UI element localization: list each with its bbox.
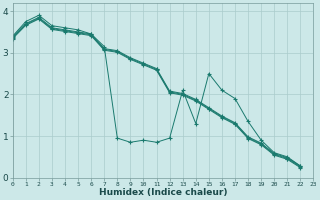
X-axis label: Humidex (Indice chaleur): Humidex (Indice chaleur) xyxy=(99,188,227,197)
